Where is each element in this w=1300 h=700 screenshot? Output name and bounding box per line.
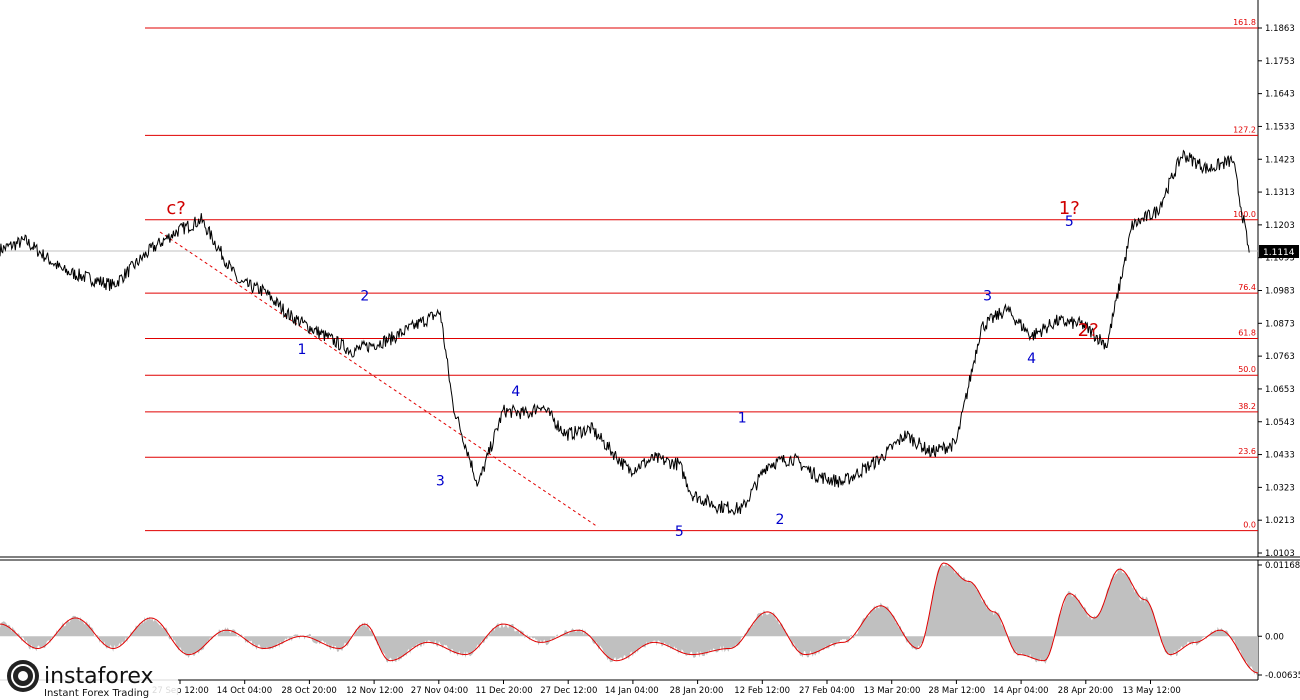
- time-axis: 27 Sep 12:00 14 Oct 04:00 28 Oct 20:00 12 N…: [152, 680, 1181, 696]
- wave-label-minor: 2: [360, 288, 369, 304]
- price-tick-label: 1.0323: [1265, 483, 1295, 493]
- time-tick-label: 28 Apr 20:00: [1058, 686, 1113, 696]
- time-tick-label: 28 Jan 20:00: [670, 686, 724, 696]
- wave-label-minor: 4: [511, 384, 520, 400]
- time-tick-label: 27 Nov 04:00: [411, 686, 468, 696]
- time-tick-label: 28 Mar 12:00: [928, 686, 985, 696]
- time-tick-label: 12 Nov 12:00: [346, 686, 403, 696]
- fib-level-label: 23.6: [1238, 447, 1256, 456]
- price-tick-label: 1.0103: [1265, 549, 1295, 559]
- oscillator-tick-label: 0.00: [1265, 632, 1284, 642]
- svg-text:Instant Forex Trading: Instant Forex Trading: [44, 688, 149, 699]
- trend-dashed-line: [159, 231, 599, 528]
- wave-label-major: 1?: [1059, 198, 1080, 219]
- current-price-badge: 1.1114: [1259, 245, 1299, 258]
- oscillator-tick-label: -0.00635: [1265, 671, 1300, 681]
- wave-label-minor: 3: [983, 288, 992, 304]
- fib-level-label: 50.0: [1238, 365, 1256, 374]
- price-tick-label: 1.1093: [1265, 254, 1295, 264]
- price-tick-label: 1.0653: [1265, 385, 1295, 395]
- price-tick-label: 1.0983: [1265, 287, 1295, 297]
- time-tick-label: 11 Dec 20:00: [476, 686, 533, 696]
- oscillator-signal-line: [0, 562, 1259, 674]
- price-tick-label: 1.1643: [1265, 90, 1295, 100]
- time-tick-label: 27 Sep 12:00: [152, 686, 209, 696]
- price-tick-label: 1.0873: [1265, 319, 1295, 329]
- fib-level-label: 38.2: [1238, 402, 1256, 411]
- wave-label-minor: 3: [436, 473, 445, 489]
- wave-label-minor: 1: [738, 411, 747, 427]
- time-tick-label: 12 Feb 12:00: [734, 686, 790, 696]
- wave-label-minor: 1: [297, 342, 306, 358]
- time-tick-label: 13 May 12:00: [1123, 686, 1181, 696]
- current-price-value: 1.1114: [1263, 248, 1295, 258]
- wave-label-minor: 5: [675, 524, 684, 540]
- wave-label-major: 2?: [1078, 320, 1099, 341]
- price-axis: 1.1863 1.1753 1.1643 1.1533 1.1423 1.1313 1.12…: [1258, 24, 1295, 559]
- price-tick-label: 1.1753: [1265, 57, 1295, 67]
- fib-level-label: 161.8: [1233, 18, 1256, 27]
- price-tick-label: 1.1863: [1265, 24, 1295, 34]
- price-tick-label: 1.0763: [1265, 352, 1295, 362]
- time-tick-label: 13 Mar 20:00: [864, 686, 921, 696]
- wave-label-minor: 4: [1027, 351, 1036, 367]
- oscillator-axis: 0.01168 0.00 -0.00635: [1258, 561, 1300, 681]
- price-tick-label: 1.0433: [1265, 451, 1295, 461]
- time-tick-label: 14 Oct 04:00: [217, 686, 272, 696]
- fib-level-label: 76.4: [1238, 283, 1256, 292]
- fibonacci-levels: 161.8 127.2 100.0 76.4 61.8 50.0 38.2 23.6 0.0: [145, 18, 1258, 532]
- fib-level-label: 127.2: [1233, 125, 1256, 134]
- price-tick-label: 1.0543: [1265, 418, 1295, 428]
- fib-level-label: 100.0: [1233, 210, 1256, 219]
- price-tick-label: 1.1533: [1265, 122, 1295, 132]
- price-tick-label: 1.1313: [1265, 188, 1295, 198]
- wave-label-minor: 5: [1065, 214, 1074, 230]
- price-panel: 161.8 127.2 100.0 76.4 61.8 50.0 38.2 23.6 0.0 1…: [0, 0, 1300, 559]
- price-tick-label: 1.1423: [1265, 155, 1295, 165]
- time-tick-label: 27 Dec 12:00: [540, 686, 597, 696]
- fib-level-label: 61.8: [1238, 329, 1256, 338]
- price-tick-label: 1.1203: [1265, 221, 1295, 231]
- time-tick-label: 14 Apr 04:00: [993, 686, 1048, 696]
- price-series-line: [0, 149, 1250, 516]
- wave-label-major: c?: [166, 198, 185, 219]
- time-tick-label: 14 Jan 04:00: [605, 686, 659, 696]
- oscillator-histogram: [0, 562, 1258, 676]
- instaforex-logo: instaforex Instant Forex Trading: [0, 655, 178, 700]
- time-tick-label: 27 Feb 04:00: [799, 686, 855, 696]
- time-tick-label: 28 Oct 20:00: [281, 686, 336, 696]
- oscillator-panel: 0.01168 0.00 -0.00635: [0, 559, 1300, 681]
- wave-label-minor: 2: [775, 512, 784, 528]
- price-tick-label: 1.0213: [1265, 516, 1295, 526]
- fib-level-label: 0.0: [1243, 521, 1256, 530]
- svg-text:instaforex: instaforex: [44, 664, 154, 689]
- oscillator-tick-label: 0.01168: [1265, 561, 1300, 571]
